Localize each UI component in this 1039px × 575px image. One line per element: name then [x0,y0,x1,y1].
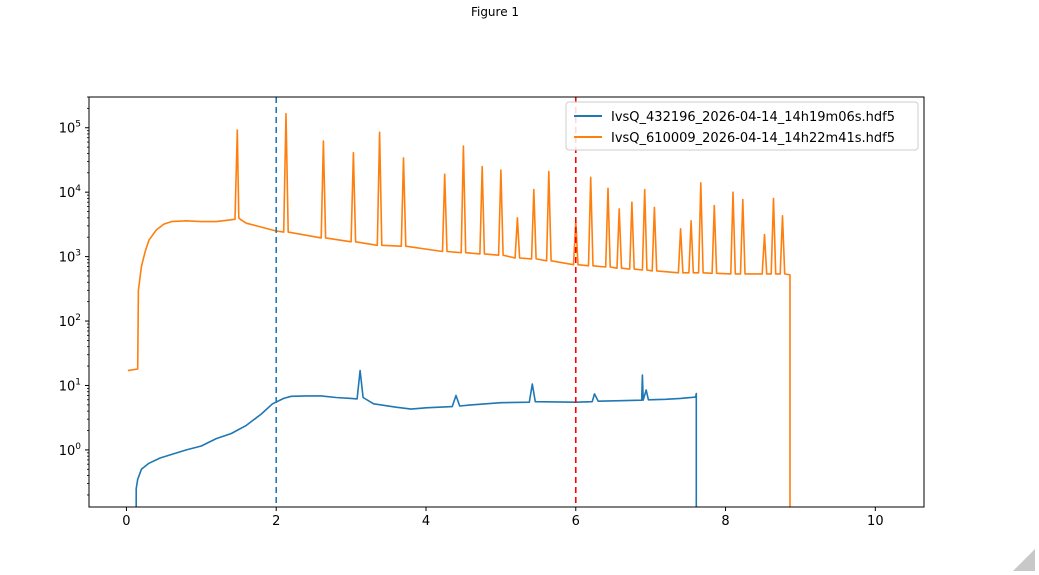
y-tick-base: 10 [59,444,76,459]
y-tick-exponent: 4 [75,184,81,194]
y-tick-exponent: 2 [75,313,81,323]
y-tick-label: 104 [59,184,82,201]
legend: IvsQ_432196_2026-04-14_14h19m06s.hdf5 Ivs… [565,101,919,151]
y-tick-base: 10 [59,122,76,137]
x-tick-label: 8 [721,514,729,529]
x-tick-label: 4 [422,514,430,529]
y-tick-label: 100 [59,442,82,459]
legend-label-2: IvsQ_610009_2026-04-14_14h22m41s.hdf5 [611,131,895,146]
series-line-2 [127,112,791,507]
legend-box [565,101,919,151]
y-tick-base: 10 [59,251,76,266]
y-tick-label: 101 [59,377,81,394]
y-tick-label: 102 [59,313,81,330]
resize-grip[interactable] [1013,549,1035,571]
y-tick-base: 10 [59,186,76,201]
x-axis: 0 2 4 6 8 10 [122,507,884,529]
y-tick-base: 10 [59,315,76,330]
x-tick-label: 10 [867,514,884,529]
axes-background [89,97,924,507]
y-tick-exponent: 3 [75,249,81,259]
y-tick-exponent: 5 [75,120,81,130]
y-tick-exponent: 0 [75,442,81,452]
series-line-1 [135,369,698,507]
x-tick-label: 2 [272,514,280,529]
window-title: Figure 1 [470,5,520,19]
legend-label-1: IvsQ_432196_2026-04-14_14h19m06s.hdf5 [611,110,895,125]
y-tick-base: 10 [59,379,76,394]
x-tick-label: 0 [122,514,130,529]
y-tick-label: 105 [59,120,81,137]
x-tick-label: 6 [572,514,580,529]
y-tick-exponent: 1 [75,377,81,387]
series-layer [127,112,791,507]
y-tick-label: 103 [59,249,81,266]
vline-layer [275,97,577,507]
